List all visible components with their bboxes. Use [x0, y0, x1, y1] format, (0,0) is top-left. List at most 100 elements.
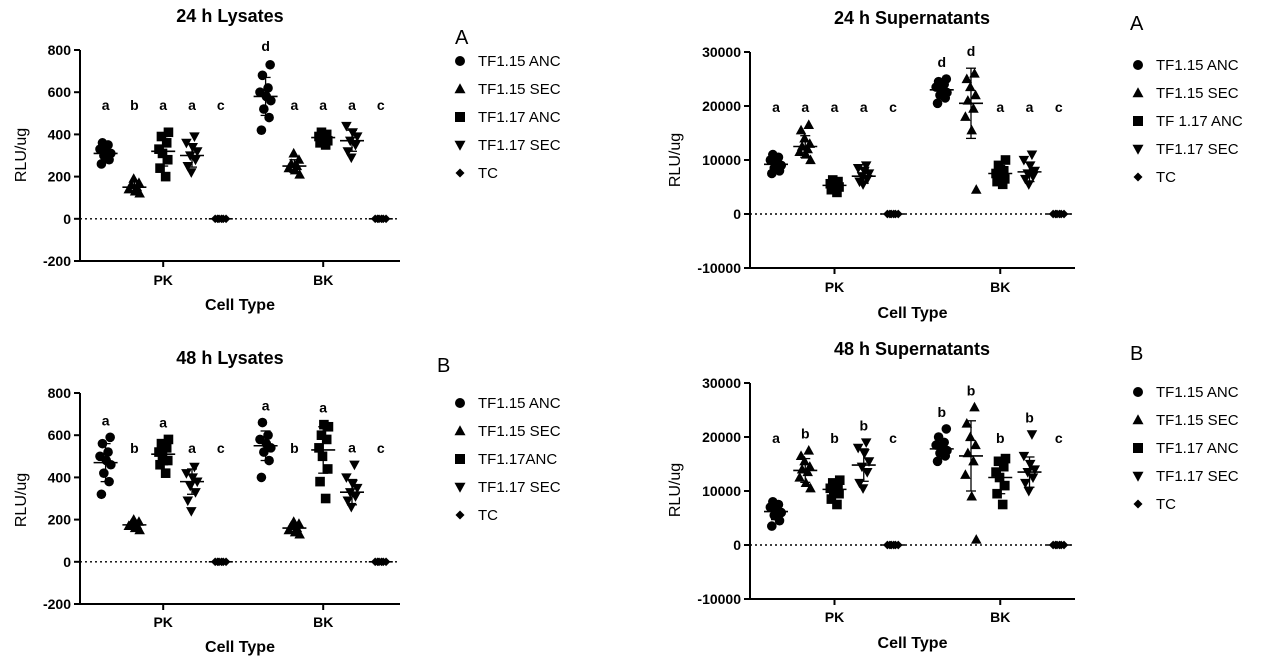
y-tick-label: 600 — [48, 84, 72, 100]
data-point — [834, 475, 845, 485]
y-tick-label: 10000 — [702, 483, 741, 499]
data-point — [189, 132, 200, 143]
x-category-label: PK — [825, 609, 844, 625]
data-point — [255, 87, 265, 97]
legend-entry: TF1.15 ANC — [1133, 57, 1239, 74]
data-point — [256, 472, 267, 483]
data-point — [1000, 480, 1010, 491]
data-point — [805, 154, 816, 165]
data-point — [1018, 155, 1030, 166]
significance-letter: a — [159, 97, 167, 113]
data-point — [860, 161, 872, 171]
data-point — [799, 455, 810, 466]
data-point — [154, 447, 164, 457]
data-point — [154, 144, 164, 154]
data-point — [932, 98, 943, 109]
data-point — [342, 496, 354, 507]
y-tick-label: 30000 — [702, 44, 741, 60]
chart-panel-2: 24 h Supernatants -10000 0 10000 20000 30000 R… — [667, 8, 1243, 322]
panel-letter: A — [455, 27, 469, 49]
significance-letter: c — [1055, 430, 1063, 446]
panel-letter: B — [1130, 343, 1143, 365]
legend-label: TF1.17ANC — [478, 451, 557, 468]
data-point — [190, 488, 201, 498]
legend-label: TF1.17 SEC — [1156, 141, 1239, 158]
data-point — [804, 138, 816, 148]
data-point — [803, 119, 815, 129]
y-tick-label: 400 — [48, 126, 72, 142]
legend-entry: TF1.17 SEC — [454, 137, 561, 154]
series-bk-1: d — [253, 38, 278, 135]
significance-letter: c — [217, 440, 225, 456]
data-point — [970, 439, 981, 450]
data-point — [1023, 486, 1035, 497]
significance-letter: a — [188, 97, 196, 113]
data-point — [834, 488, 844, 499]
significance-letter: b — [996, 430, 1005, 446]
significance-letter: a — [996, 99, 1004, 115]
legend-marker — [454, 83, 466, 94]
legend-entry: TF1.17 SEC — [1132, 468, 1239, 485]
legend-marker — [1133, 443, 1143, 453]
x-axis-title: Cell Type — [878, 305, 948, 322]
series-bk-5: c — [368, 440, 393, 567]
series-bk-2: b — [959, 382, 983, 544]
data-point — [1027, 473, 1039, 484]
significance-letter: a — [772, 99, 780, 115]
data-point — [322, 135, 333, 146]
data-point — [321, 129, 332, 140]
series-pk-1: a — [93, 412, 118, 500]
significance-letter: b — [1025, 409, 1034, 425]
data-point — [161, 138, 172, 148]
legend-label: TF1.15 SEC — [478, 81, 561, 98]
data-point — [288, 147, 299, 158]
legend-marker — [1133, 116, 1143, 126]
y-tick-label: 30000 — [702, 375, 741, 391]
legend-entry: TF1.17 SEC — [1132, 141, 1239, 158]
data-point — [825, 483, 836, 494]
series-pk-5: c — [881, 99, 905, 219]
x-category-label: PK — [825, 279, 844, 295]
legend-marker — [1132, 414, 1144, 425]
y-tick-label: 200 — [48, 169, 72, 185]
series-bk-1: d — [929, 54, 954, 109]
data-point — [804, 461, 816, 471]
significance-letter: b — [967, 382, 976, 398]
data-point — [105, 432, 115, 443]
data-point — [155, 163, 165, 173]
legend-marker — [454, 425, 466, 436]
series-pk-4: a — [180, 440, 204, 517]
data-point — [863, 457, 875, 467]
data-point — [767, 521, 777, 531]
legend-label: TF1.15 SEC — [1156, 85, 1239, 102]
data-point — [96, 159, 107, 169]
legend-label: TF1.17 ANC — [1156, 440, 1239, 457]
significance-letter: c — [1055, 99, 1063, 115]
significance-letter: c — [217, 97, 225, 113]
series-pk-3: a — [151, 414, 176, 478]
data-point — [96, 489, 107, 500]
data-point — [346, 153, 357, 164]
legend-entry: TF1.15 SEC — [454, 81, 561, 98]
significance-letter: a — [291, 97, 299, 113]
data-point — [800, 149, 812, 159]
series-pk-5: c — [208, 440, 233, 567]
legend-entry: TF1.15 ANC — [1133, 384, 1239, 401]
significance-letter: a — [831, 99, 839, 115]
legend-entry: TF 1.17 ANC — [1133, 113, 1243, 130]
data-point — [320, 493, 331, 504]
y-tick-label: 0 — [63, 554, 71, 570]
legend-label: TF1.17 SEC — [478, 137, 561, 154]
data-point — [187, 473, 198, 483]
data-point — [970, 184, 982, 194]
legend-entry: TF1.17 SEC — [454, 479, 561, 496]
significance-letter: b — [130, 440, 139, 456]
legend-entry: TF1.15 SEC — [1132, 85, 1239, 102]
data-point — [349, 460, 360, 471]
significance-letter: b — [130, 97, 139, 113]
legend-label: TC — [478, 165, 498, 182]
legend-entry: TF1.15 SEC — [454, 423, 561, 440]
legend-entry: TF1.17 ANC — [1133, 440, 1239, 457]
legend-label: TF1.15 SEC — [478, 423, 561, 440]
y-axis-title: RLU/ug — [13, 128, 30, 182]
